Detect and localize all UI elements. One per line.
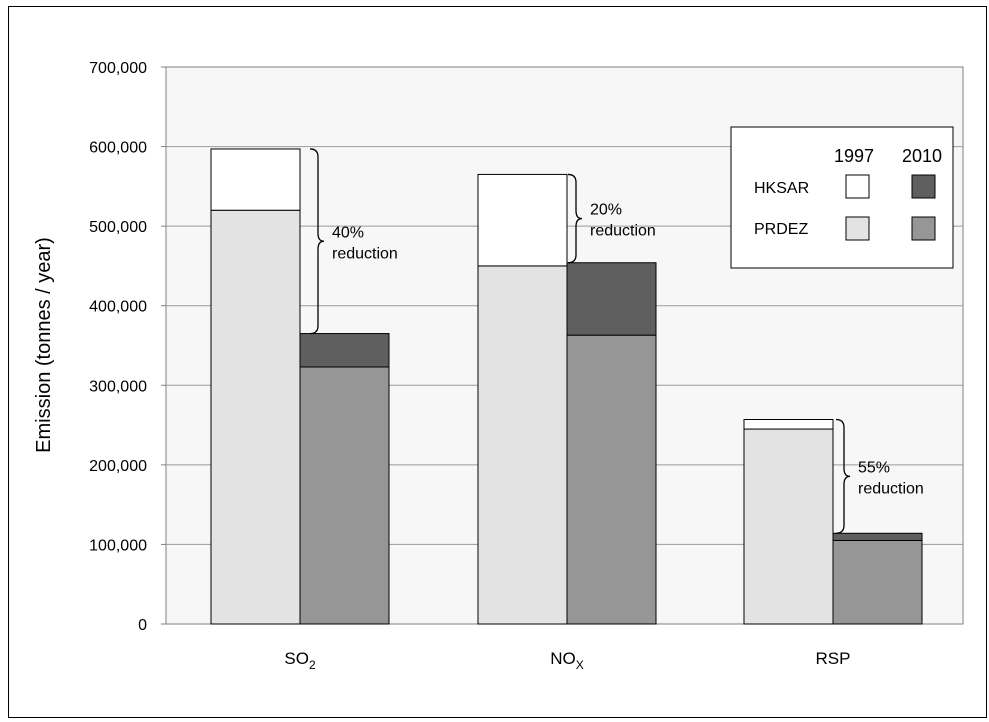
bar-hksar-1997 — [477, 173, 568, 267]
legend-swatch-hksar-1997 — [845, 174, 870, 199]
bar-hksar-2010 — [566, 262, 657, 336]
bar-hksar-1997 — [743, 419, 834, 430]
legend-row-prdez: PRDEZ — [754, 221, 808, 238]
y-tick-label: 100,000 — [89, 537, 147, 554]
legend-year-1997: 1997 — [834, 146, 874, 166]
reduction-bracket — [309, 148, 325, 335]
category-label: RSP — [816, 649, 851, 668]
bar-hksar-1997 — [210, 148, 301, 211]
reduction-bracket — [567, 173, 583, 264]
reduction-percent: 40% — [332, 224, 364, 241]
category-labels: SO2 NOX RSP — [284, 649, 850, 672]
legend-swatch-prdez-2010 — [911, 216, 936, 241]
y-tick-label: 200,000 — [89, 458, 147, 475]
y-tick-label: 700,000 — [89, 60, 147, 77]
bar-prdez-2010 — [299, 366, 390, 625]
legend: 1997 2010 HKSAR PRDEZ — [730, 126, 954, 269]
y-tick-labels: 0 100,000 200,000 300,000 400,000 500,000 600,… — [89, 60, 147, 634]
bar-prdez-2010 — [566, 334, 657, 625]
y-tick-label: 0 — [138, 617, 147, 634]
category-label: SO2 — [284, 649, 316, 672]
bar-prdez-1997 — [210, 209, 301, 625]
reduction-percent: 20% — [590, 202, 622, 219]
legend-swatch-hksar-2010 — [911, 174, 936, 199]
reduction-percent: 55% — [858, 459, 890, 476]
legend-swatch-prdez-1997 — [845, 216, 870, 241]
legend-row-hksar: HKSAR — [754, 180, 809, 197]
reduction-annotations: 40% reduction 20% reduction 55% reduction — [309, 148, 924, 534]
y-tick-label: 400,000 — [89, 299, 147, 316]
reduction-word: reduction — [590, 223, 656, 240]
bar-hksar-2010 — [832, 532, 923, 541]
bar-prdez-1997 — [743, 428, 834, 625]
y-tick-label: 600,000 — [89, 140, 147, 157]
y-axis-label: Emission (tonnes / year) — [33, 237, 55, 453]
bars — [210, 148, 923, 625]
legend-year-2010: 2010 — [902, 146, 942, 166]
bar-hksar-2010 — [299, 333, 390, 368]
bar-prdez-2010 — [832, 539, 923, 625]
bar-prdez-1997 — [477, 265, 568, 625]
y-tick-label: 500,000 — [89, 219, 147, 236]
category-label: NOX — [550, 649, 584, 672]
y-tick-label: 300,000 — [89, 378, 147, 395]
reduction-word: reduction — [332, 245, 398, 262]
reduction-bracket — [835, 418, 851, 534]
reduction-word: reduction — [858, 480, 924, 497]
